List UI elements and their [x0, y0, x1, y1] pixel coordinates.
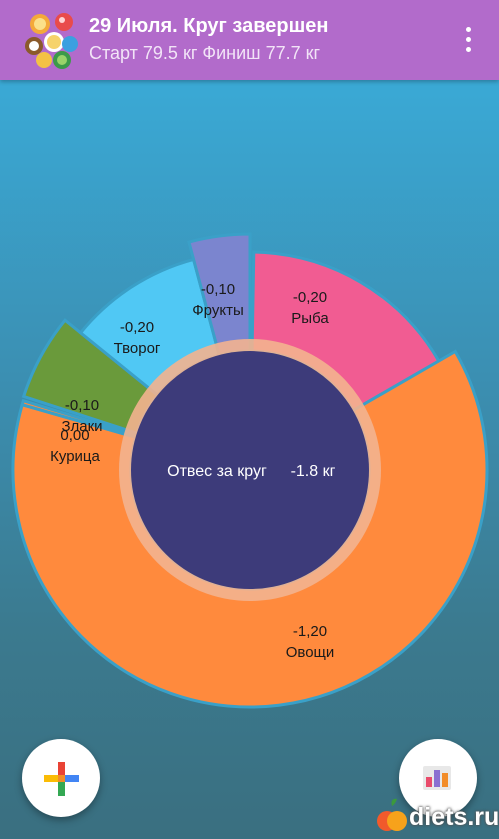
more-vert-icon[interactable]: [452, 22, 484, 58]
watermark: diets.ru: [376, 798, 499, 839]
slice-name-label: Творог: [114, 340, 161, 357]
plus-colored-icon: [44, 762, 79, 796]
center-disk: [131, 351, 369, 589]
slice-value-label: -0,10: [65, 397, 99, 414]
slice-value-label: -0,10: [201, 281, 235, 298]
slice-value-label: -0,20: [120, 319, 154, 336]
bar-chart-icon: [423, 766, 451, 790]
page-subtitle: Старт 79.5 кг Финиш 77.7 кг: [89, 43, 321, 63]
slice-name-label: Рыба: [291, 310, 329, 327]
slice-value-label: -0,20: [293, 289, 327, 306]
app-bar: 29 Июля. Круг завершен Старт 79.5 кг Фин…: [0, 0, 499, 80]
stats-button[interactable]: [399, 739, 477, 817]
center-value: -1.8 кг: [291, 463, 336, 480]
diet-food-logo-icon: [25, 13, 78, 69]
slice-name-label: Фрукты: [192, 302, 243, 319]
slice-name-label: Овощи: [286, 644, 335, 661]
page-title: 29 Июля. Круг завершен: [89, 15, 329, 37]
center-label: Отвес за круг: [167, 463, 267, 480]
add-button[interactable]: [22, 739, 100, 817]
slice-name-label: Злаки: [61, 418, 102, 435]
slice-value-label: -1,20: [293, 623, 327, 640]
watermark-text: diets.ru: [409, 803, 499, 831]
apple-logo-icon: [377, 798, 407, 831]
slice-name-label: Курица: [50, 448, 100, 465]
slice-value-label: 0,00: [60, 427, 89, 444]
